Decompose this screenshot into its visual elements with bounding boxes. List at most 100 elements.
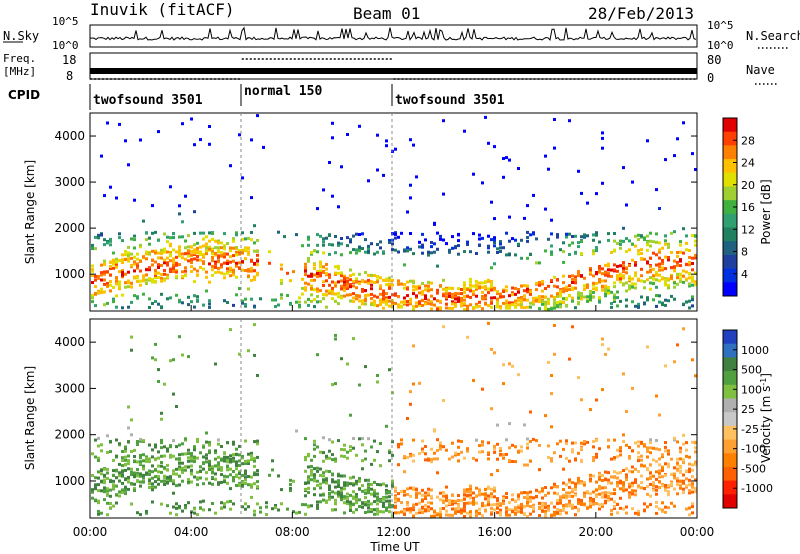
data-cell (325, 305, 328, 309)
data-cell (646, 345, 649, 349)
data-cell (364, 457, 367, 461)
data-cell (325, 469, 328, 473)
colorbar-swatch (723, 494, 737, 509)
data-cell (553, 275, 556, 279)
data-cell (463, 456, 466, 460)
data-cell (349, 445, 352, 449)
data-cell (355, 248, 358, 252)
data-cell (514, 499, 517, 503)
data-cell (526, 446, 529, 450)
data-cell (664, 255, 667, 259)
data-cell (496, 297, 499, 301)
data-cell (277, 508, 280, 512)
data-cell (526, 491, 529, 495)
data-cell (193, 280, 196, 284)
data-cell (220, 507, 223, 510)
data-cell (304, 269, 307, 273)
colorbar-swatch (723, 466, 737, 482)
data-cell (664, 158, 667, 162)
data-cell (691, 482, 694, 486)
data-cell (217, 241, 220, 245)
data-cell (679, 243, 682, 247)
data-cell (328, 484, 331, 488)
data-cell (628, 491, 631, 495)
data-cell (361, 437, 364, 440)
data-cell (637, 238, 640, 241)
data-cell (208, 247, 211, 251)
colorbar-frame (722, 329, 738, 509)
data-cell (133, 489, 136, 492)
data-cell (148, 469, 151, 473)
data-cell (619, 274, 622, 278)
data-cell (154, 276, 157, 279)
data-cell (592, 233, 595, 237)
data-cell (97, 509, 100, 513)
colorbar-swatch (723, 398, 737, 413)
data-cell (373, 439, 376, 443)
data-cell (532, 296, 535, 300)
data-cell (631, 282, 634, 286)
data-cell (667, 449, 670, 453)
data-cell (322, 243, 325, 247)
data-cell (388, 276, 391, 280)
data-cell (226, 481, 229, 485)
data-cell (133, 262, 136, 266)
data-cell (451, 513, 454, 517)
data-cell (661, 455, 664, 459)
data-cell (253, 482, 256, 486)
data-cell (97, 276, 100, 280)
data-cell (412, 508, 415, 512)
data-cell (298, 510, 301, 514)
data-cell (145, 273, 148, 277)
data-cell (127, 259, 130, 263)
data-cell (511, 443, 514, 447)
data-cell (586, 299, 589, 303)
data-cell (451, 246, 454, 250)
data-cell (127, 475, 130, 479)
data-cell (403, 283, 406, 287)
data-cell (571, 481, 574, 485)
data-cell (655, 285, 658, 289)
data-cell (601, 288, 604, 292)
data-cell (163, 269, 166, 272)
data-cell (490, 511, 493, 515)
data-cell (691, 304, 694, 308)
data-cell (655, 271, 658, 275)
data-cell (670, 294, 673, 298)
data-cell (397, 492, 400, 496)
data-cell (232, 470, 235, 473)
data-cell (358, 233, 361, 236)
data-cell (451, 306, 454, 310)
data-cell (622, 486, 625, 490)
data-cell (232, 459, 235, 463)
data-cell (154, 273, 157, 277)
data-cell (457, 445, 460, 449)
data-cell (115, 257, 118, 261)
data-cell (655, 470, 658, 474)
data-cell (412, 514, 415, 518)
data-cell (556, 485, 559, 488)
data-cell (190, 452, 193, 456)
data-cell (223, 457, 226, 461)
data-cell (481, 440, 484, 444)
data-cell (190, 300, 193, 304)
data-cell (394, 486, 397, 490)
data-cell (448, 501, 451, 505)
data-cell (142, 467, 145, 471)
data-cell (457, 297, 460, 301)
data-cell (544, 307, 547, 311)
data-cell (328, 243, 331, 246)
colorbar-swatch (723, 213, 737, 229)
data-cell (538, 468, 541, 472)
data-cell (163, 258, 166, 262)
data-cell (316, 250, 319, 254)
data-cell (157, 251, 160, 255)
data-cell (295, 429, 298, 433)
data-cell (460, 304, 463, 308)
data-cell (397, 295, 400, 299)
data-cell (550, 250, 553, 254)
data-cell (283, 235, 286, 239)
data-cell (382, 497, 385, 501)
data-cell (532, 507, 535, 511)
